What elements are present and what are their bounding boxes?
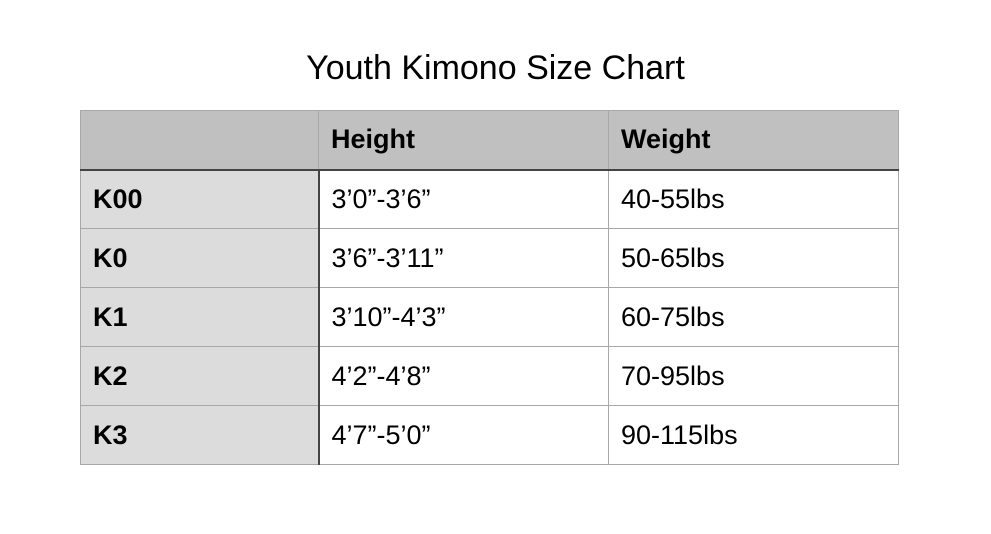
header-cell: Weight — [608, 110, 899, 171]
table-row: K0 3’6”-3’11” 50-65lbs — [80, 228, 899, 288]
table-cell: 60-75lbs — [608, 287, 899, 347]
header-row: Height Weight — [80, 110, 899, 171]
table-row: K3 4’7”-5’0” 90-115lbs — [80, 405, 899, 465]
table-cell: 3’6”-3’11” — [318, 228, 609, 288]
table-body: Height Weight K00 3’0”-3’6” 40-55lbs K0 3’6”-3… — [80, 110, 899, 465]
table-cell: 90-115lbs — [608, 405, 899, 465]
row-label: K1 — [80, 287, 320, 347]
table-row: K00 3’0”-3’6” 40-55lbs — [80, 169, 899, 229]
table-cell: 3’10”-4’3” — [318, 287, 609, 347]
header-cell — [80, 110, 319, 171]
table-cell: 4’2”-4’8” — [318, 346, 609, 406]
table-row: K1 3’10”-4’3” 60-75lbs — [80, 287, 899, 347]
table-cell: 50-65lbs — [608, 228, 899, 288]
table-cell: 70-95lbs — [608, 346, 899, 406]
row-label: K2 — [80, 346, 320, 406]
table-row: K2 4’2”-4’8” 70-95lbs — [80, 346, 899, 406]
title: Youth Kimono Size Chart — [306, 49, 685, 87]
table-cell: 3’0”-3’6” — [318, 169, 609, 229]
row-label: K3 — [80, 405, 320, 465]
size-table: Height Weight K00 3’0”-3’6” 40-55lbs K0 3’6”-3… — [80, 110, 899, 465]
row-label: K0 — [80, 228, 320, 288]
row-label: K00 — [80, 169, 320, 229]
table-cell: 40-55lbs — [608, 169, 899, 229]
header-cell: Height — [318, 110, 609, 171]
table-cell: 4’7”-5’0” — [318, 405, 609, 465]
